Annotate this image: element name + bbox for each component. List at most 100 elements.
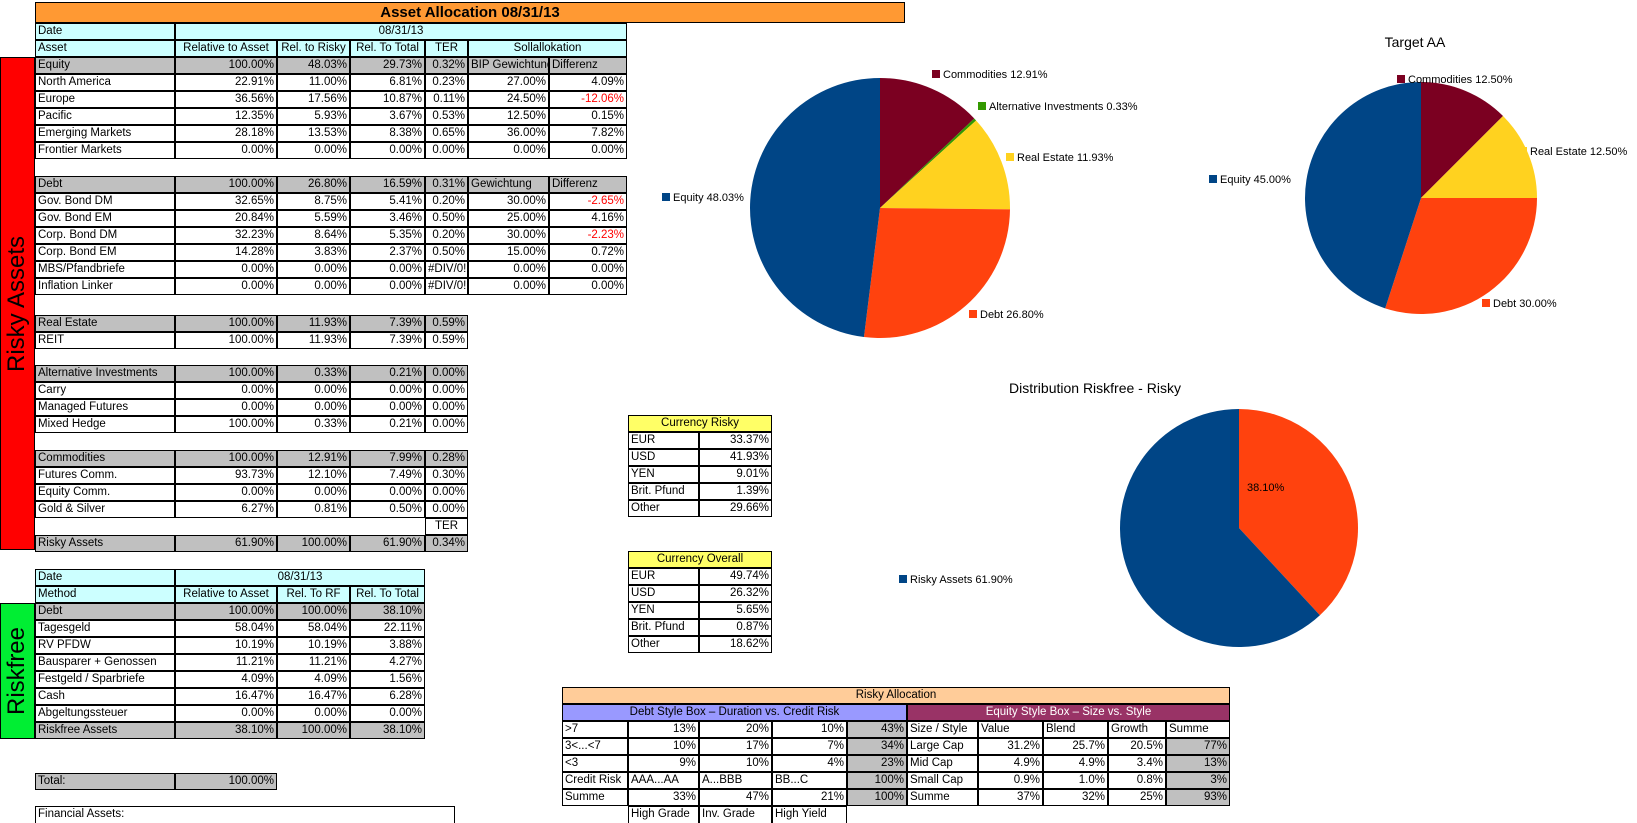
debt-box-cell: <3 [562,755,628,772]
debt-box-cell: 23% [847,755,907,772]
pie1-label-commodities: Commodities 12.91% [932,69,1048,81]
pie2-label-commodities: Commodities 12.50% [1397,74,1513,86]
currency-value: 33.37% [699,432,772,449]
table-cell: 0.00% [277,382,350,399]
riskfree-date-label: Date [35,569,175,586]
table-cell: 0.00% [175,278,277,295]
table-cell: Frontier Markets [35,142,175,159]
table-cell: 100.00% [175,332,277,349]
currency-label: Other [628,636,699,653]
riskfree-total-cell: 38.10% [175,722,277,739]
riskfree-total-cell: Riskfree Assets [35,722,175,739]
table-cell: 93.73% [175,467,277,484]
table-cell: 0.00% [277,705,350,722]
debt-box-cell: 10% [628,738,699,755]
group-header-cell: 11.93% [277,315,350,332]
table-cell: 0.50% [425,210,468,227]
riskfree-date-value: 08/31/13 [175,569,425,586]
debt-box-cell: 10% [772,721,847,738]
debt-box-cell: 34% [847,738,907,755]
table-cell: 0.53% [425,108,468,125]
table-cell: 3.67% [350,108,425,125]
table-cell: 58.04% [277,620,350,637]
table-cell: 0.00% [350,382,425,399]
table-cell: 11.21% [277,654,350,671]
pie1-label-equity: Equity 48.03% [662,192,744,204]
table-cell: 15.00% [468,244,549,261]
table-cell: 0.15% [549,108,627,125]
group-header-cell: Gewichtung [468,176,549,193]
table-cell: 3.83% [277,244,350,261]
table-cell: 0.00% [425,484,468,501]
table-cell: 0.33% [277,416,350,433]
currency-risky-title: Currency Risky [628,415,772,432]
table-cell: Equity Comm. [35,484,175,501]
table-cell: Gov. Bond EM [35,210,175,227]
table-cell: Gov. Bond DM [35,193,175,210]
table-cell: 0.00% [425,399,468,416]
table-cell: Corp. Bond EM [35,244,175,261]
table-cell: Cash [35,688,175,705]
debt-box-cell: 9% [628,755,699,772]
table-cell: 8.75% [277,193,350,210]
table-cell: 12.35% [175,108,277,125]
ter-label: TER [425,518,468,535]
risky-date-label: Date [35,23,175,40]
table-cell: Abgeltungssteuer [35,705,175,722]
debt-box-cell: 7% [772,738,847,755]
pie-slice-debt [863,208,1010,338]
equity-box-cell: Large Cap [907,738,978,755]
debt-box-cell: AAA...AA [628,772,699,789]
table-cell: 0.00% [425,382,468,399]
debt-box-cell: 100% [847,772,907,789]
pie2-label-real-estate: Real Estate 12.50% [1519,146,1627,158]
table-cell: 5.93% [277,108,350,125]
table-cell: 0.00% [350,484,425,501]
equity-box-cell: 4.9% [978,755,1043,772]
table-cell: 0.00% [350,261,425,278]
table-cell: 10.19% [277,637,350,654]
debt-box-cell: 100% [847,789,907,806]
group-header-cell: 0.31% [425,176,468,193]
table-cell: 6.27% [175,501,277,518]
table-cell: Debt [35,603,175,620]
table-cell: -2.65% [549,193,627,210]
group-header-cell: 100.00% [175,365,277,382]
grade-label: High Yield [772,806,847,823]
equity-box-cell: 32% [1043,789,1108,806]
risky-assets-band: Risky Assets [0,57,35,550]
group-header-cell: 7.39% [350,315,425,332]
group-header-cell: 26.80% [277,176,350,193]
debt-box-cell: 4% [772,755,847,772]
table-cell: 0.00% [549,278,627,295]
currency-label: Brit. Pfund [628,483,699,500]
pie2-title: Target AA [1384,34,1446,50]
pie3-title: Distribution Riskfree - Risky [1009,380,1181,396]
table-cell: 58.04% [175,620,277,637]
table-cell: Futures Comm. [35,467,175,484]
table-cell: 0.00% [277,278,350,295]
table-cell: 100.00% [175,416,277,433]
table-cell: 5.41% [350,193,425,210]
currency-label: EUR [628,568,699,585]
group-header-cell: Real Estate [35,315,175,332]
pie2-label-equity: Equity 45.00% [1209,174,1291,186]
pie3-label-riskfree: 38.10% [1247,482,1285,494]
group-header-cell: 16.59% [350,176,425,193]
table-cell: Mixed Hedge [35,416,175,433]
table-cell: 7.82% [549,125,627,142]
table-cell: 4.16% [549,210,627,227]
table-cell: 28.18% [175,125,277,142]
table-cell: 0.00% [468,261,549,278]
equity-box-cell: 4.9% [1043,755,1108,772]
group-header-cell: 0.32% [425,57,468,74]
table-cell: 17.56% [277,91,350,108]
group-header-cell: 0.28% [425,450,468,467]
table-cell: 16.47% [277,688,350,705]
pie2-label-debt: Debt 30.00% [1482,298,1557,310]
table-cell: 25.00% [468,210,549,227]
table-cell: 7.39% [350,332,425,349]
group-header-cell: 100.00% [175,315,277,332]
equity-box-cell: Blend [1043,721,1108,738]
